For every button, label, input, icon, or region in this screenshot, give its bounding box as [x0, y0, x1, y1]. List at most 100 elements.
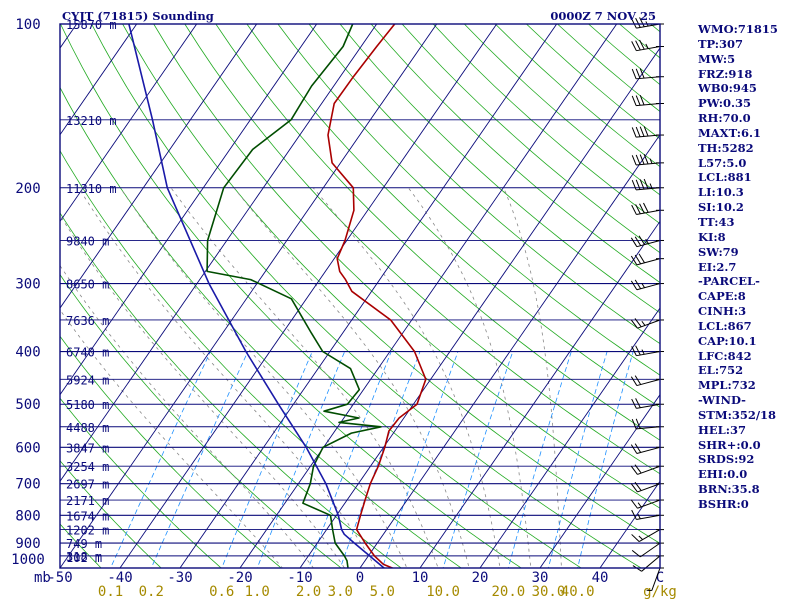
index-item: MW:5 [698, 51, 736, 66]
wind-barb-flag [639, 68, 645, 79]
pressure-label: 600 [15, 440, 40, 456]
height-label: 1202 m [66, 524, 109, 538]
temperature-tick: 10 [412, 570, 429, 586]
wind-barb-flag [635, 40, 641, 51]
pressure-label: 300 [15, 277, 40, 293]
pressure-label: 1000 [11, 552, 45, 568]
height-label: 9840 m [66, 234, 109, 248]
wind-barb-flag [638, 253, 645, 264]
index-item: SHR+:0.0 [698, 437, 761, 452]
pressure-label: 400 [15, 345, 40, 361]
plot-frame [59, 23, 661, 569]
temperature-unit-label: C [656, 570, 664, 586]
wind-barb-flag [639, 179, 645, 190]
index-item: BSHR:0 [698, 497, 749, 511]
index-item: -WIND- [698, 393, 746, 408]
mixing-ratio-label: 0.6 [209, 584, 234, 600]
isotherm [60, 24, 138, 136]
dry-adiabat [60, 397, 222, 568]
isotherm [539, 393, 660, 568]
wind-barb-flag [631, 204, 637, 215]
wind-barb-flag [631, 41, 637, 51]
temperature-tick: -10 [287, 570, 312, 586]
index-item: EL:752 [698, 363, 744, 378]
temperature-tick: -20 [227, 570, 252, 586]
index-item: WB0:945 [698, 81, 757, 96]
wind-barb-flag [635, 126, 641, 137]
height-label: 8650 m [66, 278, 109, 292]
index-item: LI:10.3 [698, 185, 744, 200]
profile-temperature [327, 24, 427, 568]
isotherm [479, 307, 660, 568]
index-item: TP:307 [698, 36, 744, 51]
isotherm [299, 47, 660, 568]
index-item: MPL:732 [698, 378, 756, 393]
dry-adiabat [60, 149, 462, 568]
indices-panel: WMO:71815 TP:307 MW:5 FRZ:918 WB0:945 PW:0.35… [698, 22, 798, 512]
wind-barb [630, 443, 664, 455]
moist-adiabat [503, 187, 562, 568]
height-label: 5924 m [66, 373, 109, 387]
mixing-ratio-line [381, 351, 459, 568]
moist-adiabat [408, 187, 532, 568]
height-label: 11310 m [66, 182, 117, 196]
wind-barb-staff [636, 258, 661, 266]
wind-barb-flag [634, 443, 642, 453]
dry-adiabat [91, 24, 642, 568]
mixing-ratio-label: 40.0 [561, 584, 595, 600]
wind-barb-staff [651, 567, 661, 591]
moist-adiabat [119, 187, 408, 568]
wind-barb [631, 39, 664, 52]
wind-barb-staff [636, 239, 661, 248]
index-item: HEL:37 [698, 422, 746, 437]
wind-barb-flag [631, 95, 637, 106]
height-label: 102 m [66, 551, 102, 565]
mixing-ratio-label: 10.0 [426, 584, 460, 600]
wind-barb-flag [635, 17, 641, 28]
chart-profiles [128, 24, 427, 568]
wind-barb-flag [631, 534, 640, 542]
index-item: STM:352/18 [698, 407, 777, 422]
dry-adiabat [308, 24, 660, 345]
pressure-label: 700 [15, 477, 40, 493]
isotherm [599, 480, 660, 568]
dry-adiabat [60, 24, 582, 568]
wind-barb [631, 509, 664, 520]
index-item: TH:5282 [698, 140, 754, 155]
index-item: EHI:0.0 [698, 467, 748, 482]
wind-barb-flag [631, 179, 637, 191]
wind-barb-flag [643, 178, 649, 189]
wind-barb-flag [634, 481, 642, 491]
wind-barb-flag [635, 179, 641, 190]
height-label: 6740 m [66, 346, 109, 360]
mixing-ratio-line [221, 351, 313, 568]
dry-adiabat [60, 86, 522, 568]
isotherm [239, 24, 618, 568]
wind-barb [631, 542, 664, 558]
height-label: 13210 m [66, 114, 117, 128]
wind-barb-flag [631, 68, 637, 79]
mixing-ratio-label: 5.0 [370, 584, 395, 600]
moist-adiabat [170, 187, 439, 568]
index-item: CAPE:8 [698, 289, 746, 304]
wind-barb [631, 345, 664, 357]
wind-barb-flag [639, 17, 645, 28]
dry-adiabat [246, 24, 660, 408]
dry-adiabat [215, 24, 660, 441]
chart-grid [60, 24, 660, 568]
wind-barb-staff [636, 378, 661, 387]
wind-barb-flag [630, 255, 638, 266]
mixing-ratio-line [547, 351, 608, 568]
dry-adiabat [60, 273, 342, 568]
mixing-ratio-label: g/kg [643, 584, 677, 600]
wind-barb-flag [630, 483, 638, 493]
wind-barb-half-flag [649, 158, 653, 164]
wind-barb [631, 126, 664, 138]
index-item: BRN:35.8 [698, 482, 760, 497]
wind-barb [631, 154, 664, 166]
isotherm [60, 24, 258, 309]
index-item: SW:79 [698, 244, 739, 259]
moist-adiabat [60, 264, 314, 568]
